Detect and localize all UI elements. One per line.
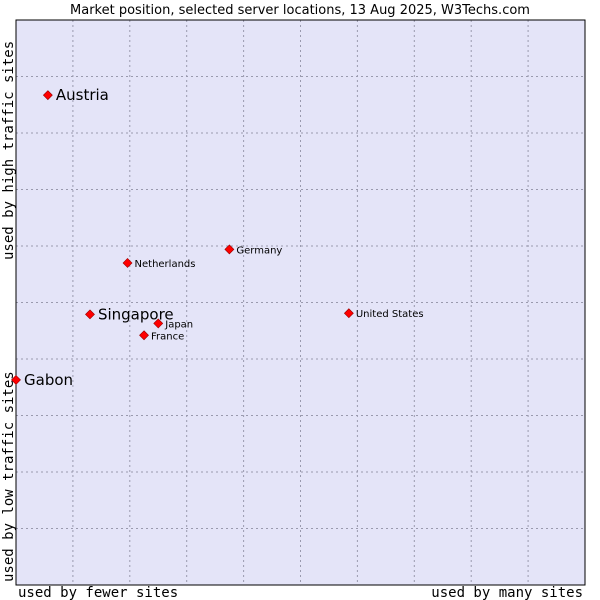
- y-axis-label-top: used by high traffic sites: [1, 41, 17, 260]
- point-marker-gabon: [11, 374, 21, 385]
- point-label-singapore: Singapore: [98, 305, 174, 323]
- plot-border: [15, 19, 586, 586]
- point-label-netherlands: Netherlands: [135, 259, 196, 270]
- point-marker-france: [139, 330, 149, 341]
- point-label-united-states: United States: [356, 309, 424, 320]
- chart-title: Market position, selected server locatio…: [70, 3, 530, 18]
- data-point-japan: Japan: [153, 318, 193, 330]
- point-marker-netherlands: [122, 258, 133, 268]
- point-label-gabon: Gabon: [24, 371, 73, 389]
- x-axis-label-right: used by many sites: [431, 585, 583, 600]
- point-label-austria: Austria: [56, 86, 109, 104]
- data-point-germany: Germany: [224, 244, 282, 256]
- point-marker-singapore: [85, 309, 95, 320]
- point-marker-germany: [224, 244, 235, 255]
- point-marker-japan: [153, 318, 164, 329]
- point-label-germany: Germany: [236, 245, 282, 256]
- point-marker-united-states: [343, 308, 354, 319]
- point-label-france: France: [151, 331, 184, 342]
- data-point-netherlands: Netherlands: [122, 258, 196, 270]
- point-marker-austria: [42, 90, 53, 101]
- data-point-france: France: [139, 330, 184, 342]
- data-point-gabon: Gabon: [11, 371, 73, 389]
- data-point-austria: Austria: [42, 86, 109, 104]
- x-axis-label-left: used by fewer sites: [18, 585, 178, 600]
- grid-lines: [16, 20, 585, 585]
- point-label-japan: Japan: [164, 319, 193, 330]
- y-axis-label-bottom: used by low traffic sites: [1, 371, 17, 582]
- points-layer: Austria Germany Netherlands Singapore United…: [11, 86, 424, 389]
- data-point-united-states: United States: [343, 308, 424, 320]
- data-point-singapore: Singapore: [85, 305, 174, 323]
